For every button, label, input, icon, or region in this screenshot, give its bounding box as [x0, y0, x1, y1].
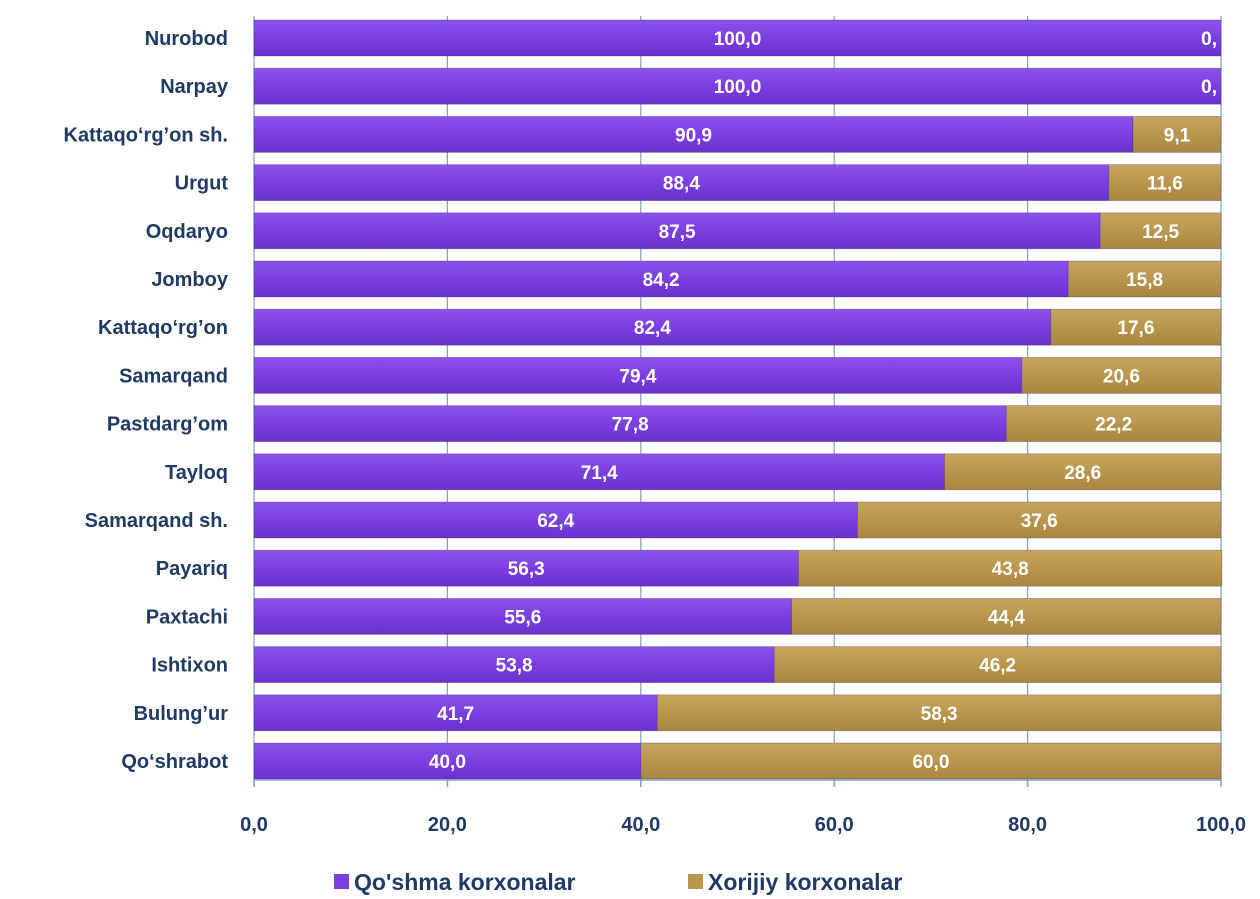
bar-segment: [1050, 308, 1222, 346]
data-label: 0,: [1201, 29, 1217, 50]
bar-segment: [1005, 405, 1222, 443]
bars: [253, 19, 1223, 780]
bar-segment: [857, 501, 1222, 539]
bar-segment: [656, 694, 1222, 732]
x-tick-label: 80,0: [1008, 814, 1047, 836]
category-label: Samarqand: [119, 365, 228, 387]
category-label: Oqdaryo: [146, 221, 228, 243]
data-label: 40,0: [429, 752, 466, 773]
data-label: 15,8: [1126, 270, 1163, 291]
bar-segment: [253, 212, 1101, 250]
x-tick-label: 60,0: [815, 814, 854, 836]
x-tick-label: 100,0: [1196, 814, 1246, 836]
category-label: Narpay: [160, 76, 229, 98]
data-label: 100,0: [714, 77, 762, 98]
data-label: 43,8: [992, 559, 1029, 580]
data-label: 20,6: [1103, 366, 1140, 387]
data-label: 56,3: [508, 559, 545, 580]
bar-segment: [1108, 164, 1222, 202]
bar-segment: [253, 549, 799, 587]
data-label: 0,: [1201, 77, 1217, 98]
data-label: 53,8: [496, 656, 533, 677]
category-label: Payariq: [156, 558, 228, 580]
category-label: Paxtachi: [146, 606, 228, 628]
labels: 100,0 0, Nurobod 100,0 0, Narpay 90,9 9,1 Kattaq…: [64, 28, 1217, 773]
bar-segment: [253, 453, 945, 491]
bar-segment: [253, 646, 775, 683]
data-label: 88,4: [663, 174, 700, 195]
bar-segment: [1067, 260, 1222, 298]
data-label: 58,3: [921, 704, 958, 725]
data-label: 79,4: [619, 366, 656, 387]
data-label: 100,0: [714, 29, 762, 50]
data-label: 28,6: [1064, 463, 1101, 484]
bar-segment: [253, 694, 658, 732]
bar-segment: [253, 598, 793, 635]
category-label: Pastdarg’om: [107, 414, 228, 436]
category-label: Tayloq: [165, 462, 228, 484]
data-label: 60,0: [912, 752, 949, 773]
bar-segment: [1099, 212, 1222, 250]
data-label: 84,2: [643, 270, 680, 291]
bar-segment: [798, 549, 1223, 587]
bar-segment: [791, 598, 1222, 635]
bar-segment: [253, 742, 642, 780]
legend-swatch: [688, 874, 703, 889]
axis: 0,0 20,0 40,0 60,0 80,0 100,0: [240, 779, 1246, 836]
category-label: Qo‘shrabot: [121, 751, 228, 773]
bar-segment: [253, 308, 1052, 346]
bar-segment: [253, 67, 1222, 105]
data-label: 55,6: [504, 607, 541, 628]
data-label: 17,6: [1117, 318, 1154, 339]
legend-swatch: [334, 874, 349, 889]
data-label: 77,8: [612, 415, 649, 436]
data-label: 37,6: [1021, 511, 1058, 532]
data-label: 87,5: [659, 222, 696, 243]
data-label: 46,2: [979, 656, 1016, 677]
category-label: Jomboy: [151, 269, 229, 291]
bar-segment: [253, 164, 1110, 202]
data-label: 11,6: [1147, 174, 1183, 195]
bar-segment: [773, 646, 1222, 683]
legend: Qo'shma korxonalar Xorijiy korxonalar: [334, 869, 902, 895]
data-label: 82,4: [634, 318, 671, 339]
bar-segment: [253, 19, 1222, 57]
bar-segment: [1021, 356, 1222, 394]
bar-segment: [944, 453, 1222, 491]
data-label: 71,4: [581, 463, 618, 484]
bar-segment: [1132, 116, 1222, 153]
legend-label: Xorijiy korxonalar: [708, 869, 902, 895]
data-label: 9,1: [1164, 125, 1191, 146]
data-label: 62,4: [537, 511, 574, 532]
category-label: Urgut: [175, 173, 229, 195]
category-label: Ishtixon: [151, 655, 228, 677]
bar-segment: [640, 742, 1222, 780]
category-label: Samarqand sh.: [85, 510, 228, 532]
x-tick-label: 40,0: [621, 814, 660, 836]
category-label: Bulung’ur: [134, 703, 229, 725]
bar-segment: [253, 356, 1023, 394]
data-label: 41,7: [437, 704, 474, 725]
bar-segment: [253, 260, 1069, 298]
data-label: 22,2: [1095, 415, 1132, 436]
category-label: Nurobod: [145, 28, 228, 50]
bar-segment: [253, 116, 1134, 153]
data-label: 44,4: [988, 607, 1025, 628]
category-label: Kattaqo‘rg’on: [98, 317, 228, 339]
data-label: 90,9: [675, 125, 712, 146]
x-tick-label: 0,0: [240, 814, 268, 836]
data-label: 12,5: [1142, 222, 1179, 243]
x-tick-label: 20,0: [428, 814, 467, 836]
category-label: Kattaqo‘rg’on sh.: [64, 124, 228, 146]
legend-label: Qo'shma korxonalar: [354, 869, 576, 895]
